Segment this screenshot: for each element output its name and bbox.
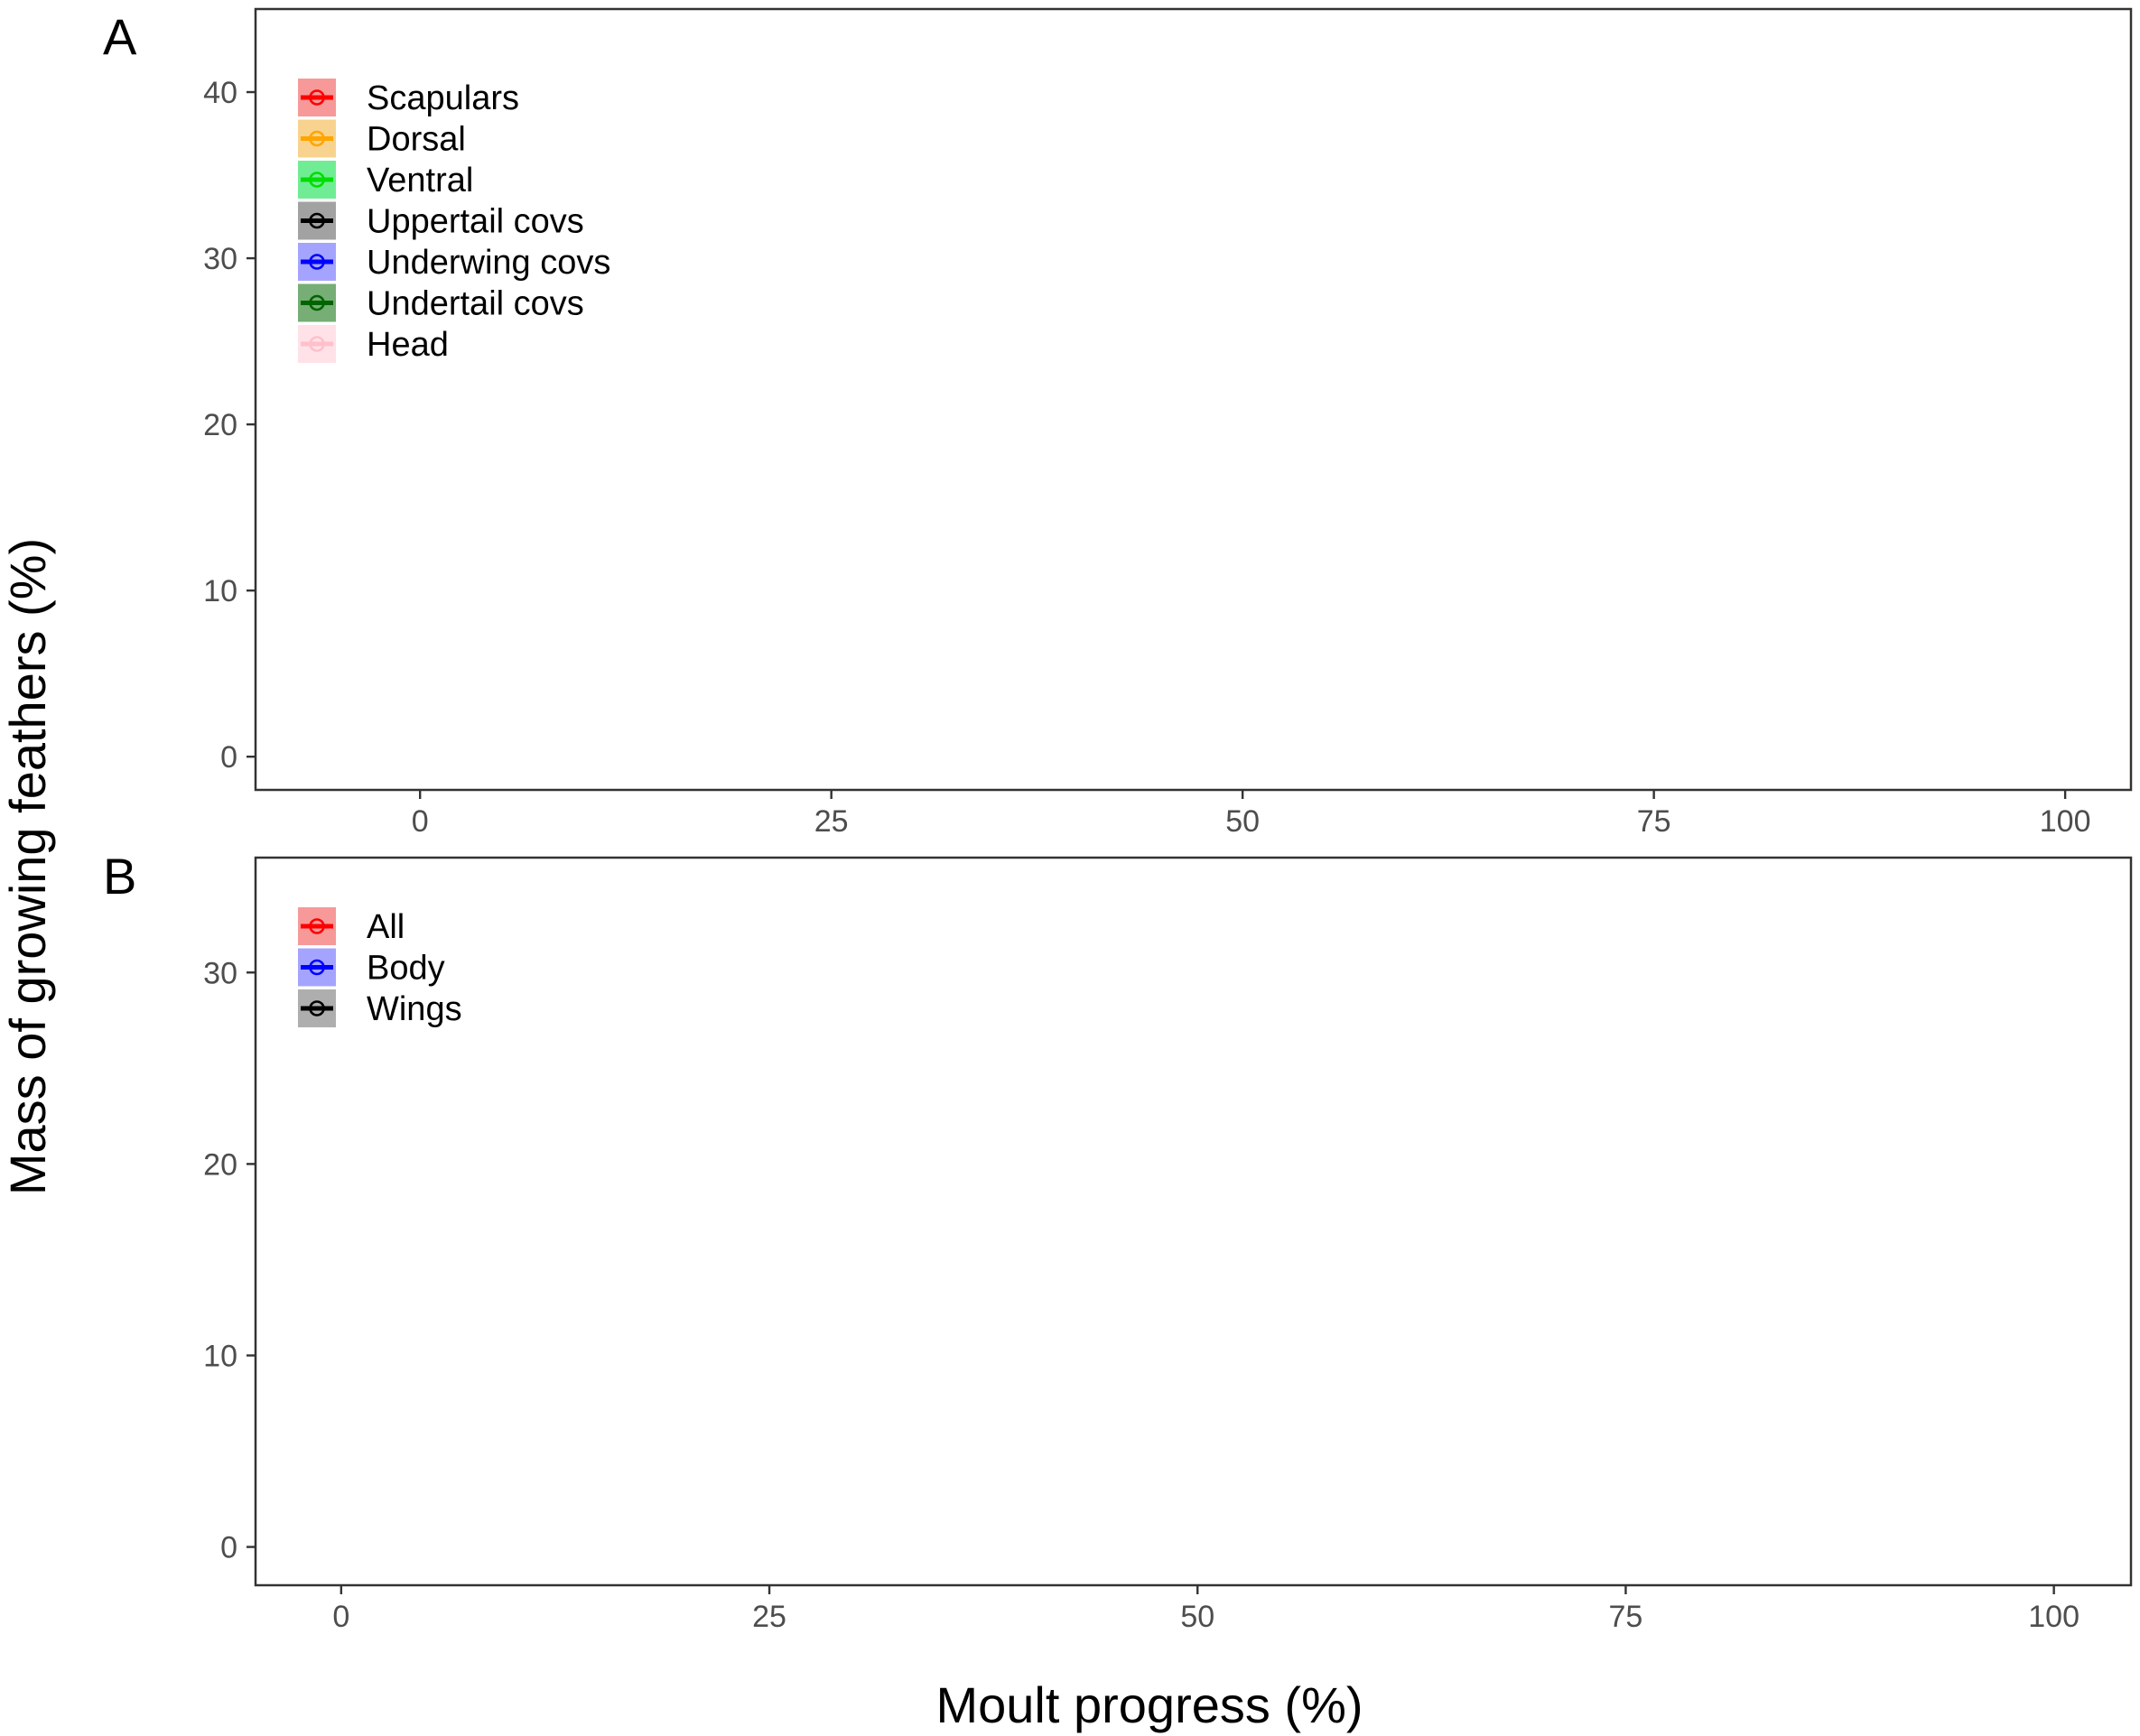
legend-label-uppertail-covs: Uppertail covs xyxy=(367,203,584,241)
y-tick-label: 10 xyxy=(203,1339,237,1373)
x-tick-label: 25 xyxy=(752,1600,786,1634)
legend-label-scapulars: Scapulars xyxy=(367,79,519,117)
panel-border xyxy=(254,7,2133,792)
panel-tag: A xyxy=(103,8,137,65)
legend-key-point xyxy=(309,172,325,188)
legend-label-all: All xyxy=(367,908,405,946)
y-tick-label: 10 xyxy=(203,574,237,608)
legend-label-undertail-covs: Undertail covs xyxy=(367,285,584,323)
legend-key-point xyxy=(309,336,325,352)
legend-key-point xyxy=(309,212,325,229)
y-tick-label: 20 xyxy=(203,1147,237,1182)
x-tick-label: 50 xyxy=(1225,804,1260,839)
legend-key-point xyxy=(309,254,325,270)
y-tick-label: 0 xyxy=(220,740,237,775)
y-tick-label: 30 xyxy=(203,242,237,276)
legend-label-head: Head xyxy=(367,326,449,364)
legend-label-body: Body xyxy=(367,950,445,988)
legend-label-dorsal: Dorsal xyxy=(367,121,466,159)
x-tick-label: 0 xyxy=(412,804,429,839)
legend-label-wings: Wings xyxy=(367,990,462,1028)
panel-tag: B xyxy=(103,848,136,905)
x-tick-label: 75 xyxy=(1637,804,1671,839)
legend-key-point xyxy=(309,294,325,311)
legend-key-point xyxy=(309,1000,325,1017)
legend-key-point xyxy=(309,130,325,147)
y-tick-label: 0 xyxy=(220,1531,237,1565)
legend-key-point xyxy=(309,959,325,976)
y-tick-label: 30 xyxy=(203,956,237,990)
y-tick-label: 40 xyxy=(203,76,237,110)
panel-a: P5-P6P70255075100010203040AScapularsDors… xyxy=(103,7,2133,839)
legend-label-underwing-covs: Underwing covs xyxy=(367,244,610,282)
panel-border xyxy=(254,856,2133,1587)
legend-key-point xyxy=(309,918,325,934)
x-tick-label: 0 xyxy=(332,1600,349,1634)
x-axis-title: Moult progress (%) xyxy=(935,1676,1363,1733)
x-tick-label: 100 xyxy=(2028,1600,2080,1634)
y-axis-title: Mass of growing feathers (%) xyxy=(0,538,56,1195)
x-tick-label: 100 xyxy=(2040,804,2091,839)
x-tick-label: 50 xyxy=(1180,1600,1214,1634)
x-tick-label: 25 xyxy=(814,804,849,839)
y-tick-label: 20 xyxy=(203,408,237,442)
x-tick-label: 75 xyxy=(1609,1600,1643,1634)
legend-key-point xyxy=(309,89,325,106)
legend-label-ventral: Ventral xyxy=(367,162,473,200)
